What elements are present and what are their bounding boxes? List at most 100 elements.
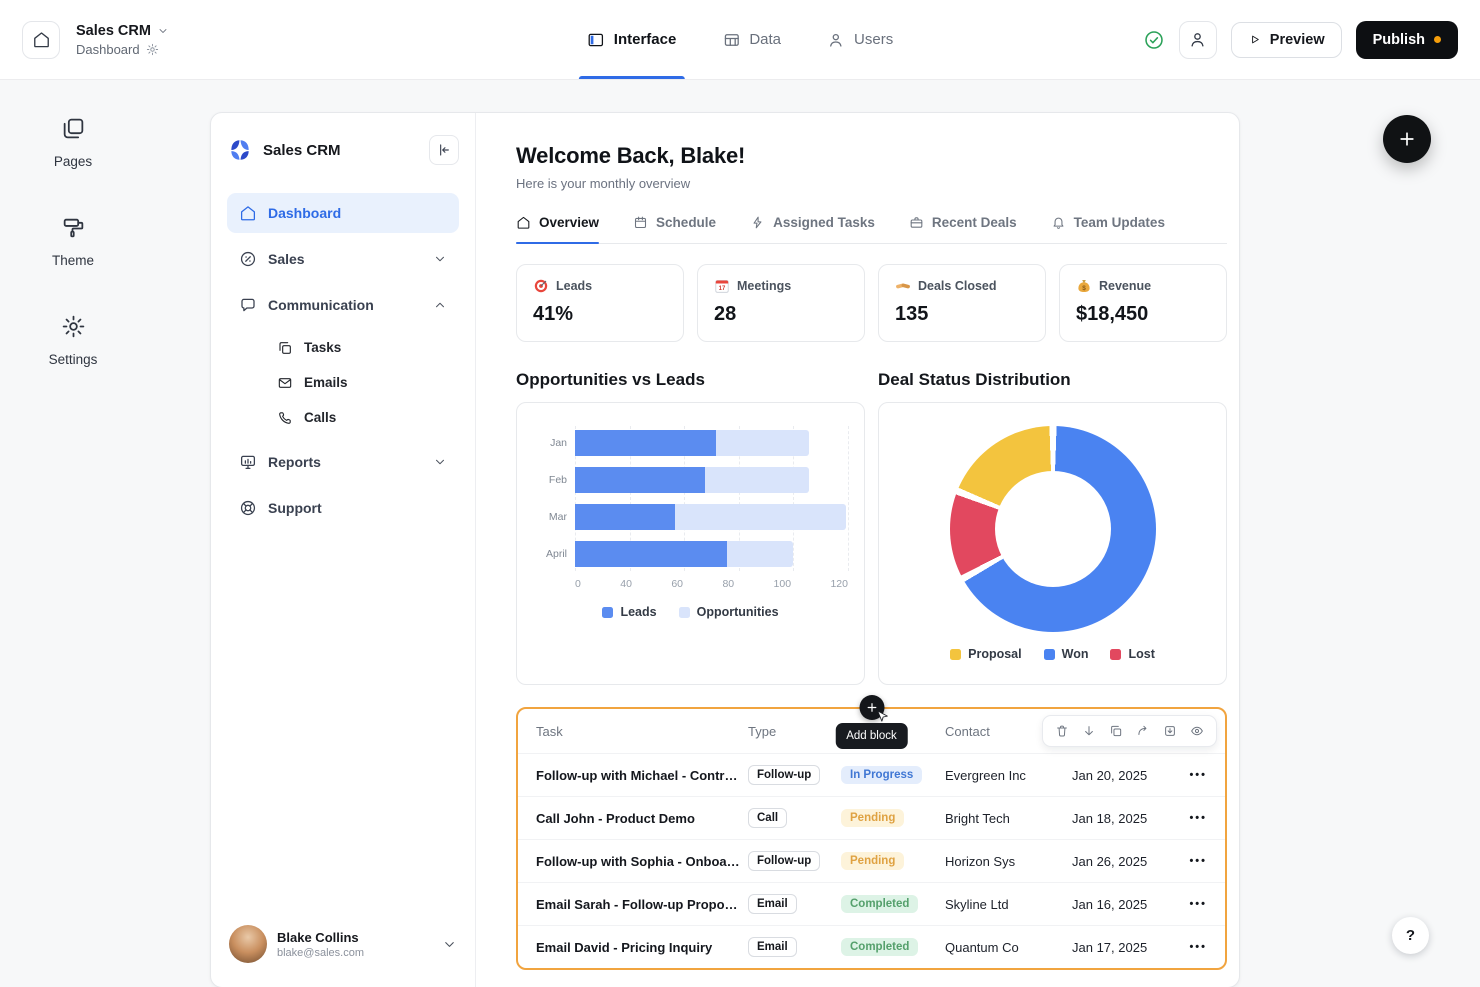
calls-icon — [279, 411, 291, 424]
nav-item-tasks[interactable]: Tasks — [227, 331, 459, 364]
contact-cell: Quantum Co — [945, 939, 1019, 955]
tab-interface[interactable]: Interface — [578, 0, 684, 79]
legend-item: Opportunities — [678, 605, 779, 619]
gridline — [629, 426, 631, 571]
legend-swatch — [602, 606, 614, 618]
bar-chart-card: Jan Feb Mar April 0 40 60 80 100 120 Leads Opport… — [516, 402, 865, 685]
nav-item-emails[interactable]: Emails — [227, 366, 459, 399]
tab-team-updates[interactable]: Team Updates — [1051, 215, 1165, 243]
nav-item-calls[interactable]: Calls — [227, 401, 459, 434]
home-icon — [33, 32, 49, 48]
sync-status-icon — [1143, 29, 1165, 51]
nav-item-dashboard[interactable]: Dashboard — [227, 193, 459, 233]
row-more-button[interactable]: ••• — [1189, 941, 1207, 953]
stat-label: Revenue — [1099, 279, 1152, 293]
status-badge: In Progress — [841, 766, 923, 784]
gridline — [738, 426, 740, 571]
tab-recent-deals[interactable]: Recent Deals — [909, 215, 1017, 243]
nav-item-communication[interactable]: Communication — [227, 285, 459, 325]
gear-icon[interactable] — [146, 43, 159, 56]
status-cell: Completed — [841, 895, 945, 913]
help-button[interactable]: ? — [1392, 917, 1429, 954]
task-name-cell: Email Sarah - Follow-up Propo… — [536, 896, 738, 912]
bell-icon — [1053, 217, 1064, 229]
builder-rail: Pages Theme Settings — [0, 80, 146, 987]
user-menu[interactable]: Blake Collins blake@sales.com — [227, 921, 459, 967]
nav-item-support[interactable]: Support — [227, 488, 459, 528]
delete-block-button[interactable] — [1055, 724, 1069, 738]
settings-icon — [62, 315, 84, 338]
x-tick-label: 60 — [671, 578, 684, 590]
arrow-down-icon — [1085, 726, 1093, 736]
share-block-button[interactable] — [1136, 724, 1150, 738]
app-sidebar: Sales CRM Dashboard Sales — [211, 113, 476, 987]
bar-track — [575, 467, 848, 493]
greeting-subtitle: Here is your monthly overview — [516, 176, 691, 191]
rail-item-settings[interactable]: Settings — [49, 314, 97, 367]
stat-label: Deals Closed — [918, 279, 997, 293]
nav-label: Tasks — [304, 340, 342, 355]
add-block-tooltip: Add block — [835, 723, 908, 749]
nav-item-sales[interactable]: Sales — [227, 239, 459, 279]
status-badge: Pending — [841, 852, 905, 870]
stat-card-revenue: $ Revenue $18,450 — [1059, 264, 1227, 342]
bar-segment-leads — [575, 467, 705, 493]
builder-topbar: Sales CRM Dashboard Interface Data Us — [0, 0, 1480, 80]
preview-label: Preview — [1269, 31, 1325, 48]
mode-tabs: Interface Data Users — [578, 0, 893, 79]
type-badge: Call — [748, 808, 788, 828]
task-name-cell: Follow-up with Michael - Contr… — [536, 767, 738, 783]
rail-item-pages[interactable]: Pages — [54, 116, 92, 169]
donut-chart-section: Deal Status Distribution Proposal Won Lost — [878, 370, 1227, 685]
row-more-button[interactable]: ••• — [1189, 855, 1207, 867]
redo-arrow-icon — [1138, 725, 1147, 735]
app-brand-name: Sales CRM — [263, 141, 341, 159]
row-more-button[interactable]: ••• — [1189, 898, 1207, 910]
tab-overview[interactable]: Overview — [516, 215, 600, 244]
preview-button[interactable]: Preview — [1230, 21, 1342, 58]
tab-users[interactable]: Users — [827, 0, 893, 79]
nav-label: Sales — [268, 251, 305, 267]
move-block-down-button[interactable] — [1082, 724, 1096, 738]
add-block-fab[interactable] — [1383, 115, 1431, 163]
dashboard-tabs: Overview Schedule Assigned Tasks Re — [516, 215, 1227, 244]
tab-schedule[interactable]: Schedule — [633, 215, 716, 243]
invite-users-button[interactable] — [1178, 20, 1217, 59]
sidebar-collapse-button[interactable] — [429, 135, 459, 165]
collapse-panel-icon — [440, 144, 449, 156]
rail-item-theme[interactable]: Theme — [52, 215, 94, 268]
communication-icon — [241, 298, 255, 312]
row-more-button[interactable]: ••• — [1189, 812, 1207, 824]
legend-label: Lost — [1128, 647, 1155, 661]
greeting: Welcome Back, Blake! — [516, 143, 746, 168]
publish-button[interactable]: Publish — [1355, 20, 1458, 59]
tasks-table-block[interactable]: Add block Task Type — [516, 695, 1227, 970]
svg-text:$: $ — [1082, 285, 1086, 292]
app-title-block[interactable]: Sales CRM Dashboard — [76, 23, 169, 57]
rail-label: Theme — [51, 253, 95, 268]
legend-item: Lost — [1110, 647, 1155, 661]
visibility-block-button[interactable] — [1190, 724, 1204, 738]
app-main: Welcome Back, Blake! Here is your monthl… — [476, 113, 1239, 987]
bar-category-label: Feb — [548, 474, 567, 486]
contact-cell: Horizon Sys — [945, 853, 1016, 869]
due-date-cell: Jan 20, 2025 — [1072, 767, 1148, 783]
tab-assigned-tasks[interactable]: Assigned Tasks — [750, 215, 875, 243]
row-more-button[interactable]: ••• — [1189, 769, 1207, 781]
mouse-cursor-icon — [876, 710, 888, 722]
duplicate-block-button[interactable] — [1109, 724, 1123, 738]
eye-icon — [1191, 726, 1203, 736]
home-button[interactable] — [22, 20, 60, 59]
tab-data[interactable]: Data — [722, 0, 781, 79]
target-icon — [534, 279, 548, 293]
status-cell: Pending — [841, 809, 945, 827]
briefcase-icon — [910, 217, 923, 228]
insert-block-button[interactable] — [1163, 724, 1177, 738]
nav-item-reports[interactable]: Reports — [227, 442, 459, 482]
bar-segment-leads — [575, 541, 728, 567]
chevron-down-icon — [159, 28, 167, 33]
topbar-left: Sales CRM Dashboard — [22, 20, 169, 59]
status-badge: Pending — [841, 809, 905, 827]
app-nav: Dashboard Sales Communication — [227, 193, 459, 528]
tab-label: Users — [854, 31, 894, 48]
